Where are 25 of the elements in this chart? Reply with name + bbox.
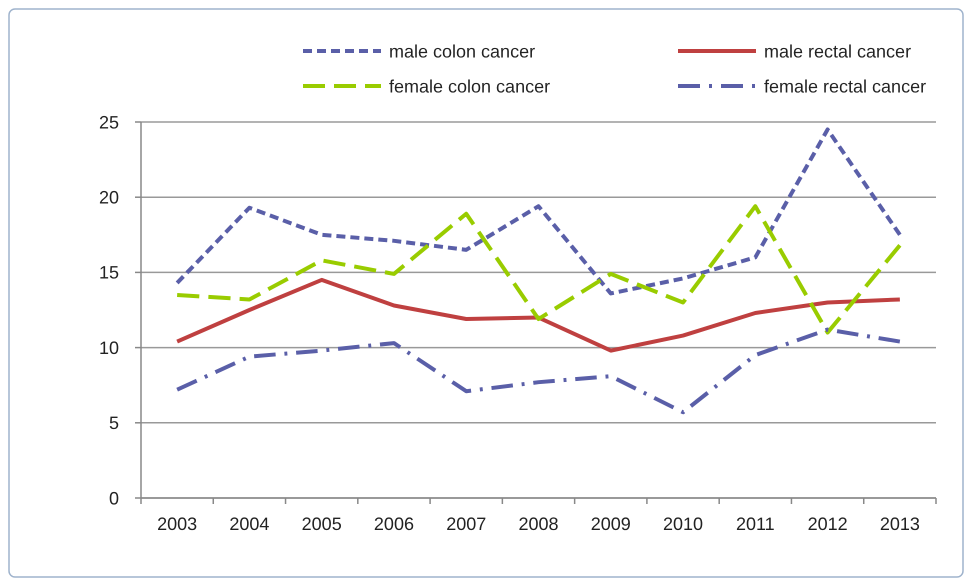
x-tick-label: 2008 (518, 514, 559, 534)
legend-label: male rectal cancer (764, 41, 912, 62)
x-tick-label: 2011 (736, 514, 775, 534)
x-tick-label: 2003 (157, 514, 198, 534)
line-series (175, 128, 902, 296)
y-tick-label: 5 (108, 413, 119, 434)
x-tick-label: 2004 (229, 514, 270, 534)
y-tick-label: 20 (98, 188, 119, 208)
x-tick-label: 2010 (663, 514, 704, 534)
legend-label: female rectal cancer (764, 76, 926, 96)
x-tick-label: 2013 (880, 514, 920, 534)
x-tick-label: 2006 (374, 514, 414, 534)
x-tick-label: 2005 (302, 514, 342, 534)
y-tick-label: 10 (98, 338, 119, 358)
y-tick-label: 0 (108, 488, 119, 508)
y-tick-label: 25 (98, 112, 119, 132)
legend-label: male colon cancer (389, 41, 536, 62)
line-series (175, 328, 902, 414)
line-series (175, 204, 902, 335)
x-tick-label: 2007 (446, 514, 486, 534)
legend-label: female colon cancer (389, 76, 550, 96)
x-tick-label: 2012 (808, 514, 848, 534)
line-series (175, 278, 902, 353)
y-tick-label: 15 (98, 262, 119, 283)
x-tick-label: 2009 (590, 514, 631, 534)
